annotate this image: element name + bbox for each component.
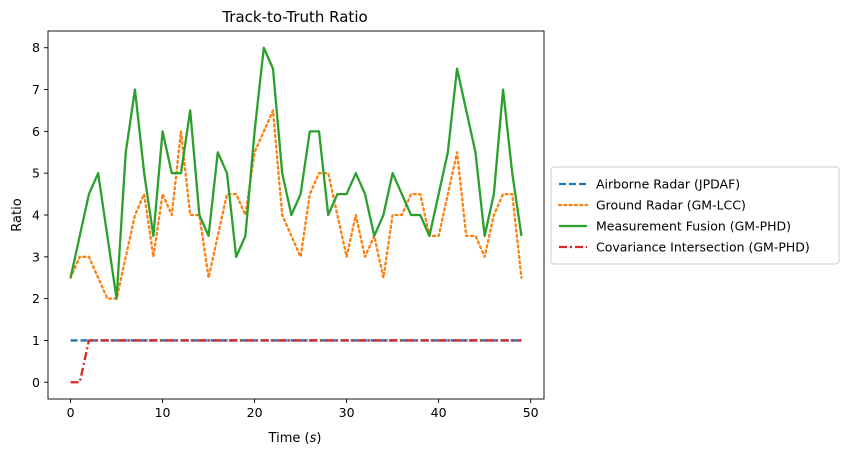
y-tick-label: 1 — [32, 333, 40, 348]
x-tick-label: 40 — [431, 405, 447, 420]
legend-label: Measurement Fusion (GM-PHD) — [596, 219, 791, 234]
y-tick-label: 3 — [32, 249, 40, 264]
y-tick-label: 5 — [32, 166, 40, 181]
legend: Airborne Radar (JPDAF) Ground Radar (GM-L… — [550, 166, 840, 265]
y-axis-ticks: 0 1 2 3 4 5 6 7 8 — [32, 40, 48, 390]
series-line-2 — [69, 109, 523, 300]
x-axis-label-unit: s — [310, 431, 317, 446]
y-tick-label: 2 — [32, 291, 40, 306]
x-tick-label: 10 — [155, 405, 171, 420]
x-tick-label: 50 — [523, 405, 539, 420]
x-axis-ticks: 0 10 20 30 40 50 — [67, 399, 539, 420]
y-tick-label: 7 — [32, 82, 40, 97]
y-tick-label: 4 — [32, 208, 40, 223]
legend-label: Covariance Intersection (GM-PHD) — [596, 240, 810, 255]
chart-title: Track-to-Truth Ratio — [221, 8, 367, 26]
legend-label: Ground Radar (GM-LCC) — [596, 198, 746, 213]
legend-box — [550, 166, 840, 265]
x-tick-label: 20 — [247, 405, 263, 420]
y-tick-label: 6 — [32, 124, 40, 139]
x-axis-label-text: Time ( — [268, 431, 310, 446]
y-tick-label: 0 — [32, 375, 40, 390]
x-tick-label: 0 — [67, 405, 75, 420]
series-line-4 — [70, 339, 522, 384]
x-axis-label-close: ) — [316, 431, 321, 446]
series-line-3 — [69, 46, 523, 300]
y-tick-label: 8 — [32, 40, 40, 55]
series-layer — [69, 46, 523, 384]
y-axis-label: Ratio — [10, 198, 25, 231]
x-axis-label: Time (s) — [268, 431, 322, 446]
x-tick-label: 30 — [339, 405, 355, 420]
legend-label: Airborne Radar (JPDAF) — [596, 177, 740, 192]
